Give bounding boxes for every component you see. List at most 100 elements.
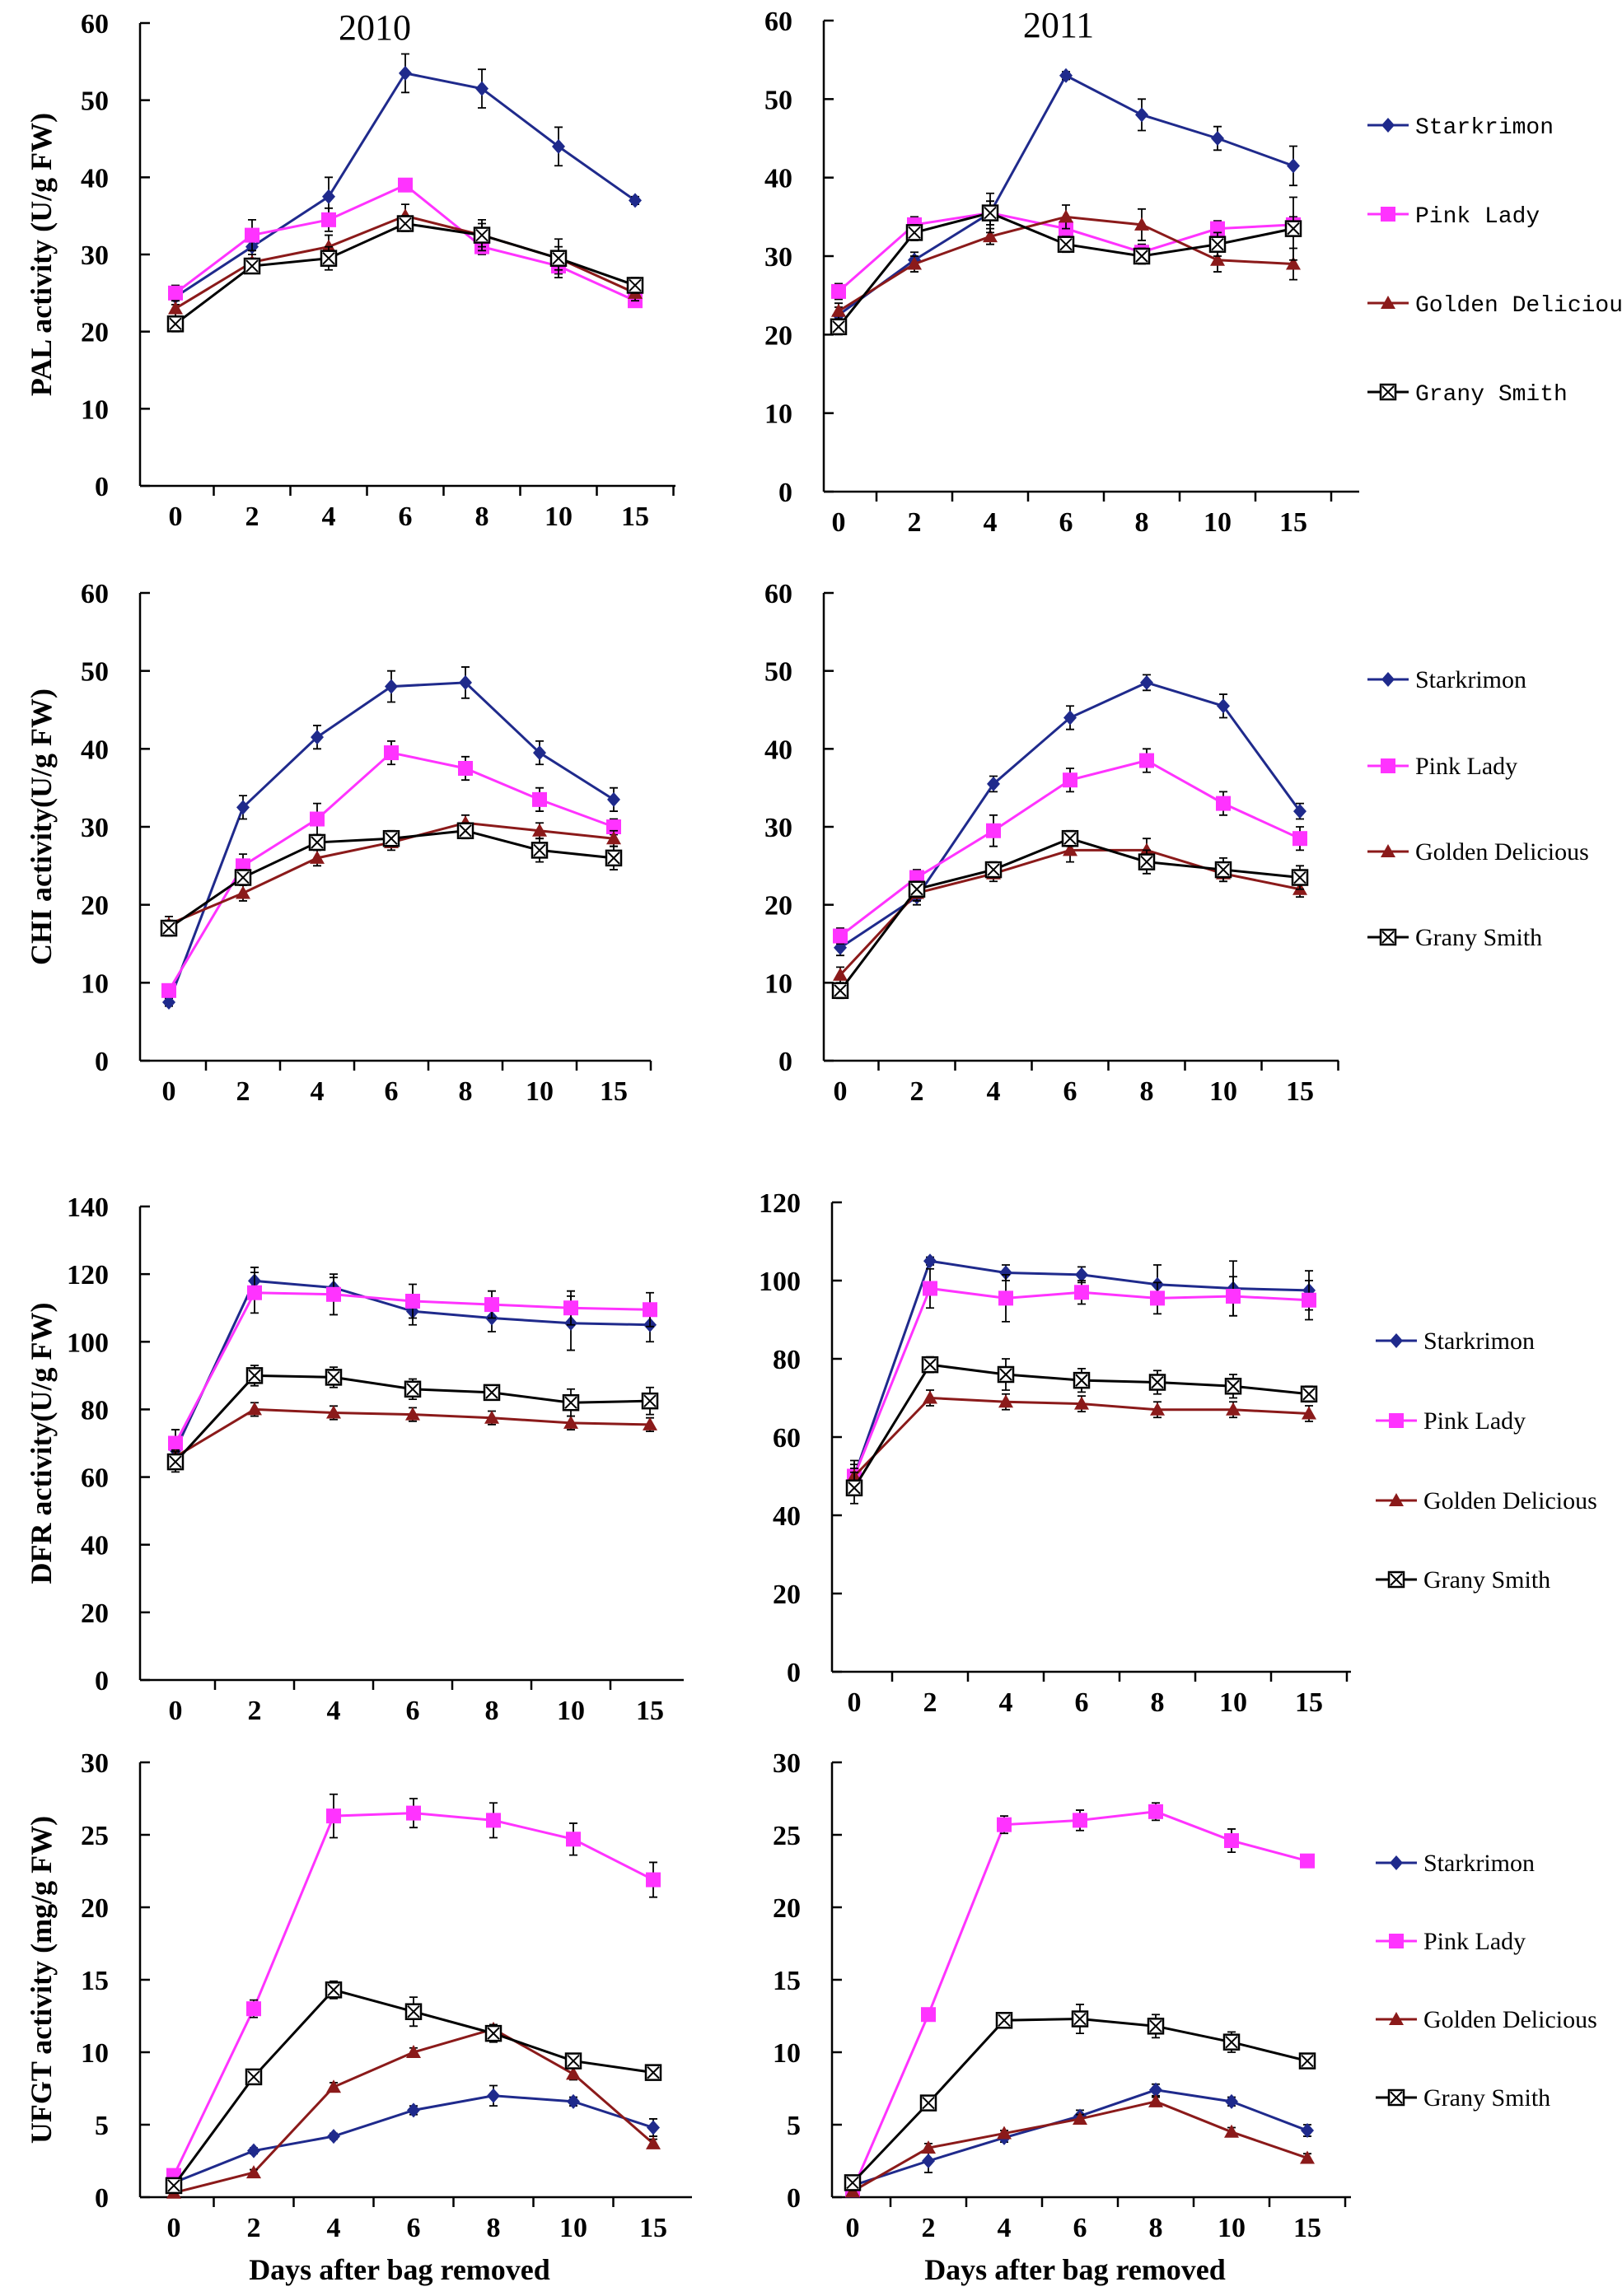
y-tick-label: 15 bbox=[773, 1966, 801, 1996]
marker-cross bbox=[629, 278, 642, 292]
data-point bbox=[456, 822, 474, 839]
legend-marker bbox=[1389, 2012, 1404, 2025]
data-point bbox=[921, 2007, 936, 2023]
data-point bbox=[1210, 252, 1225, 266]
data-point bbox=[562, 1393, 580, 1412]
data-point bbox=[606, 831, 621, 845]
y-tick-label: 40 bbox=[81, 1531, 109, 1561]
y-tick-label: 30 bbox=[81, 1748, 109, 1779]
y-tick-label: 40 bbox=[764, 735, 792, 765]
data-point bbox=[484, 1297, 499, 1313]
y-tick-label: 0 bbox=[95, 1047, 109, 1077]
legend-item: Grany Smith bbox=[1367, 924, 1542, 951]
x-tick-label: 10 bbox=[559, 2213, 587, 2243]
data-point bbox=[1059, 209, 1073, 223]
data-point bbox=[563, 1300, 578, 1316]
y-tick-label: 0 bbox=[95, 1666, 109, 1696]
marker-cross bbox=[533, 843, 546, 857]
marker-cross bbox=[327, 1983, 340, 1997]
x-tick-label: 4 bbox=[327, 1696, 341, 1726]
chart-title: 2010 bbox=[339, 7, 411, 48]
x-tick-label: 15 bbox=[1279, 507, 1307, 538]
legend-item: Grany Smith bbox=[1376, 1566, 1550, 1594]
y-tick-label: 0 bbox=[95, 472, 109, 502]
marker-cross bbox=[1211, 237, 1224, 251]
x-tick-label: 4 bbox=[984, 507, 998, 538]
x-tick-label: 0 bbox=[162, 1076, 176, 1107]
y-tick-label: 10 bbox=[764, 968, 792, 999]
y-tick-label: 140 bbox=[67, 1192, 109, 1223]
legend-marker bbox=[1381, 296, 1395, 309]
x-tick-label: 8 bbox=[485, 1696, 499, 1726]
x-tick-label: 10 bbox=[1209, 1076, 1237, 1107]
x-tick-label: 6 bbox=[407, 2213, 421, 2243]
data-point bbox=[1148, 2093, 1163, 2107]
marker-cross bbox=[1381, 931, 1395, 944]
data-point bbox=[473, 226, 491, 244]
y-tick-label: 60 bbox=[81, 9, 109, 40]
marker-cross bbox=[169, 317, 182, 331]
x-tick-label: 0 bbox=[846, 2213, 860, 2243]
x-tick-label: 2 bbox=[245, 502, 259, 532]
data-point bbox=[1292, 831, 1307, 847]
data-point bbox=[566, 2066, 581, 2080]
chart-title: 2011 bbox=[1023, 5, 1094, 45]
legend-item: Pink Lady bbox=[1376, 1928, 1526, 1955]
legend-item: Golden Delicious bbox=[1367, 838, 1589, 866]
marker-cross bbox=[1287, 222, 1300, 236]
marker-cross bbox=[567, 2054, 580, 2068]
data-point bbox=[647, 2120, 660, 2135]
data-point bbox=[905, 224, 923, 241]
y-tick-label: 25 bbox=[773, 1821, 801, 1851]
series-line bbox=[838, 73, 1294, 316]
y-tick-label: 10 bbox=[81, 394, 109, 425]
x-tick-label: 10 bbox=[557, 1696, 585, 1726]
data-point bbox=[160, 919, 178, 937]
x-tick-label: 6 bbox=[1063, 1076, 1077, 1107]
data-point bbox=[1211, 131, 1224, 146]
legend-label: Pink Lady bbox=[1415, 753, 1517, 780]
x-tick-label: 0 bbox=[167, 2213, 181, 2243]
data-point bbox=[1071, 2010, 1089, 2028]
chart-panel: 0 5 10 15 20 25 30 0 2 4 6 8 10 15 UFGT activity (mg/g… bbox=[25, 1748, 692, 2286]
y-tick-label: 30 bbox=[81, 240, 109, 271]
legend-label: Starkrimon bbox=[1415, 115, 1554, 141]
data-point bbox=[398, 177, 413, 193]
legend-item: Starkrimon bbox=[1367, 666, 1526, 693]
series-grany-smith bbox=[166, 1365, 659, 1473]
data-point bbox=[1073, 2111, 1087, 2125]
y-axis-label: DFR activity(U/g FW) bbox=[25, 1303, 58, 1584]
data-point bbox=[320, 250, 338, 267]
data-point bbox=[567, 2093, 580, 2109]
data-point bbox=[1139, 753, 1154, 768]
series-grany-smith bbox=[165, 1980, 662, 2195]
legend-label: Golden Delicious bbox=[1415, 838, 1589, 866]
data-point bbox=[644, 2064, 662, 2081]
marker-cross bbox=[487, 2027, 500, 2040]
data-point bbox=[995, 2012, 1013, 2029]
y-tick-label: 10 bbox=[81, 968, 109, 999]
data-point bbox=[831, 982, 849, 1000]
data-point bbox=[1286, 256, 1301, 270]
series-starkrimon bbox=[832, 68, 1300, 324]
data-point bbox=[907, 256, 922, 270]
legend-marker bbox=[1390, 1855, 1403, 1870]
marker-cross bbox=[1302, 1388, 1316, 1401]
data-point bbox=[1063, 710, 1077, 726]
series-line bbox=[175, 183, 636, 302]
data-point bbox=[532, 791, 547, 807]
marker-cross bbox=[167, 2179, 180, 2192]
series-starkrimon bbox=[846, 2082, 1314, 2193]
marker-cross bbox=[910, 883, 923, 896]
marker-cross bbox=[322, 251, 335, 265]
data-point bbox=[552, 138, 565, 154]
chart-panel: 0 10 20 30 40 50 60 0 2 4 6 8 10 15 2011 Starkrimon Pink… bbox=[764, 5, 1622, 538]
data-point bbox=[322, 189, 335, 204]
legend-item: Golden Delicious bbox=[1376, 2006, 1597, 2033]
legend-marker bbox=[1389, 1934, 1404, 1948]
data-point bbox=[326, 1808, 341, 1824]
marker-cross bbox=[1059, 237, 1073, 251]
data-point bbox=[1225, 2093, 1238, 2109]
series-grany-smith bbox=[830, 192, 1302, 336]
y-tick-label: 20 bbox=[764, 891, 792, 922]
